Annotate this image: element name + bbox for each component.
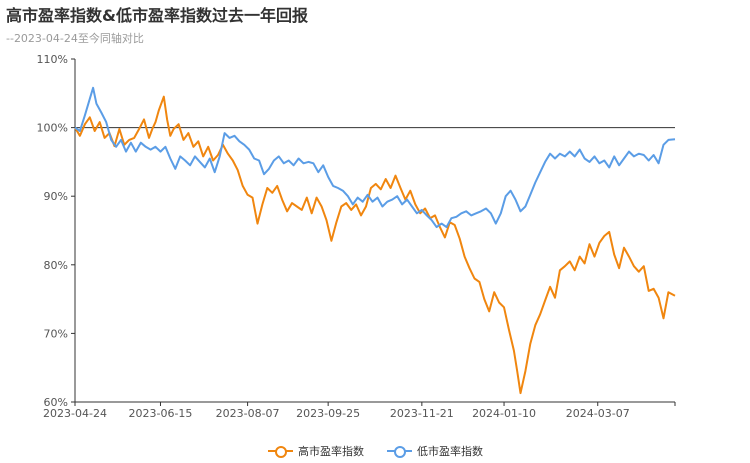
y-tick-label: 70% [44, 327, 68, 340]
x-tick-label: 2024-03-07 [566, 407, 630, 420]
chart-legend: 高市盈率指数 低市盈率指数 [0, 443, 750, 461]
x-tick-label: 2023-04-24 [43, 407, 107, 420]
x-tick-label: 2023-08-07 [216, 407, 280, 420]
y-tick-label: 90% [44, 190, 68, 203]
series-line-low-pe [74, 86, 676, 229]
y-tick-label: 110% [37, 53, 68, 66]
y-axis-labels: 60% 70% 80% 90% 100% 110% [37, 53, 68, 409]
y-tick-label: 60% [44, 396, 68, 409]
legend-swatch-low-pe [387, 445, 412, 458]
x-tick-label: 2023-11-21 [390, 407, 454, 420]
x-tick-label: 2024-01-10 [472, 407, 536, 420]
chart-title: 高市盈率指数&低市盈率指数过去一年回报 [6, 6, 308, 25]
legend-label-low-pe: 低市盈率指数 [417, 445, 483, 458]
chart-subtitle: --2023-04-24至今同轴对比 [6, 32, 144, 45]
x-tick-label: 2023-06-15 [129, 407, 193, 420]
legend-label-high-pe: 高市盈率指数 [298, 445, 364, 458]
legend-item-high-pe[interactable]: 高市盈率指数 [268, 443, 364, 459]
x-tick-label: 2023-09-25 [296, 407, 360, 420]
series-line-high-pe [74, 95, 676, 395]
legend-item-low-pe[interactable]: 低市盈率指数 [387, 443, 483, 459]
y-tick-label: 100% [37, 122, 68, 135]
x-axis-labels: 2023-04-24 2023-06-15 2023-08-07 2023-09-25… [43, 407, 630, 420]
y-tick-label: 80% [44, 259, 68, 272]
chart-axes [71, 58, 676, 406]
legend-swatch-high-pe [268, 445, 293, 458]
series-lines [74, 86, 676, 395]
